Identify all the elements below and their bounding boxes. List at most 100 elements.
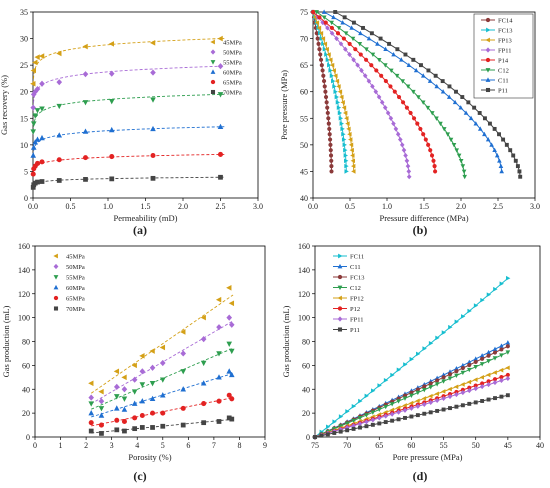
data-point [88, 420, 94, 426]
x-tick-label: 55 [440, 441, 448, 450]
data-point [480, 297, 485, 303]
data-point [486, 353, 491, 358]
data-point [83, 177, 88, 182]
data-point [428, 410, 433, 415]
data-point [82, 43, 88, 50]
data-point [39, 179, 45, 184]
data-point [406, 168, 412, 174]
data-point [215, 296, 222, 303]
y-tick-label: 0 [24, 194, 28, 203]
y-tick-label: 60 [300, 88, 308, 97]
data-point [515, 164, 520, 169]
data-point [493, 286, 498, 292]
data-point [388, 115, 394, 121]
x-tick-label: 8 [237, 441, 241, 450]
data-point [485, 137, 491, 142]
data-point [160, 410, 166, 416]
data-point [149, 40, 156, 46]
legend-marker [210, 39, 215, 45]
data-point [329, 20, 334, 26]
data-point [345, 409, 350, 414]
x-tick-label: 0.0 [308, 202, 318, 211]
data-point [98, 422, 104, 428]
legend-marker [53, 295, 59, 301]
data-point [446, 94, 452, 99]
data-point [329, 25, 335, 31]
data-point [351, 169, 356, 174]
data-point [200, 336, 207, 343]
data-point [30, 91, 37, 98]
data-point [479, 353, 485, 358]
data-point [121, 406, 128, 412]
data-point [332, 419, 337, 424]
plot-frame [314, 245, 541, 438]
data-point [404, 105, 409, 110]
data-point [421, 401, 427, 407]
data-point [513, 158, 518, 163]
y-tick-label: 60 [302, 361, 310, 370]
data-point [473, 383, 478, 388]
x-tick-label: 70 [343, 441, 351, 450]
data-point [312, 15, 317, 20]
data-point [139, 353, 145, 359]
legend-entry: 70MPa [223, 89, 242, 96]
data-point [328, 57, 333, 63]
y-tick-label: 20 [20, 88, 28, 97]
data-point [108, 41, 114, 47]
x-axis-label: Porosity (%) [128, 452, 171, 462]
legend-marker [53, 284, 59, 290]
data-point [180, 369, 187, 375]
data-point [82, 100, 89, 106]
data-point [322, 84, 327, 89]
data-point [369, 31, 374, 36]
data-point [344, 115, 349, 121]
data-point [406, 174, 412, 180]
legend-marker [210, 89, 216, 95]
data-point [329, 158, 334, 163]
data-point [343, 147, 348, 153]
y-tick-label: 40 [22, 385, 30, 394]
data-point [328, 142, 333, 147]
data-point [216, 374, 222, 380]
data-point [217, 35, 223, 42]
data-point [460, 390, 466, 396]
data-point [56, 79, 63, 86]
data-point [351, 403, 357, 409]
legend-entry: FP11 [498, 47, 512, 54]
legend-marker [337, 327, 343, 332]
data-point [338, 115, 344, 121]
data-point [385, 110, 391, 116]
data-point [364, 393, 369, 399]
data-point [336, 84, 341, 89]
data-point [447, 84, 452, 89]
data-point [317, 15, 322, 20]
data-point [376, 407, 382, 413]
data-point [316, 25, 322, 31]
data-point [351, 418, 356, 424]
data-point [415, 121, 420, 126]
data-point [422, 346, 427, 351]
data-point [328, 153, 334, 158]
data-point [395, 131, 401, 137]
data-point [429, 153, 435, 158]
data-point [32, 59, 38, 66]
legend-marker [338, 253, 343, 259]
data-point [415, 387, 420, 392]
data-point [201, 420, 207, 426]
legend-marker [53, 275, 59, 280]
x-tick-label: 0.5 [345, 202, 355, 211]
legend-entry: FC13 [350, 274, 364, 281]
data-point [359, 67, 364, 73]
y-tick-label: 20 [302, 409, 310, 418]
data-point [505, 375, 511, 382]
x-tick-label: 50 [472, 441, 480, 450]
data-point [390, 418, 395, 423]
data-point [321, 73, 326, 78]
legend-entry: P11 [498, 87, 508, 94]
data-point [350, 153, 355, 158]
data-point [338, 414, 344, 419]
panel-label: (a) [133, 223, 147, 237]
data-point [375, 41, 380, 46]
x-tick-label: 2.5 [493, 202, 503, 211]
